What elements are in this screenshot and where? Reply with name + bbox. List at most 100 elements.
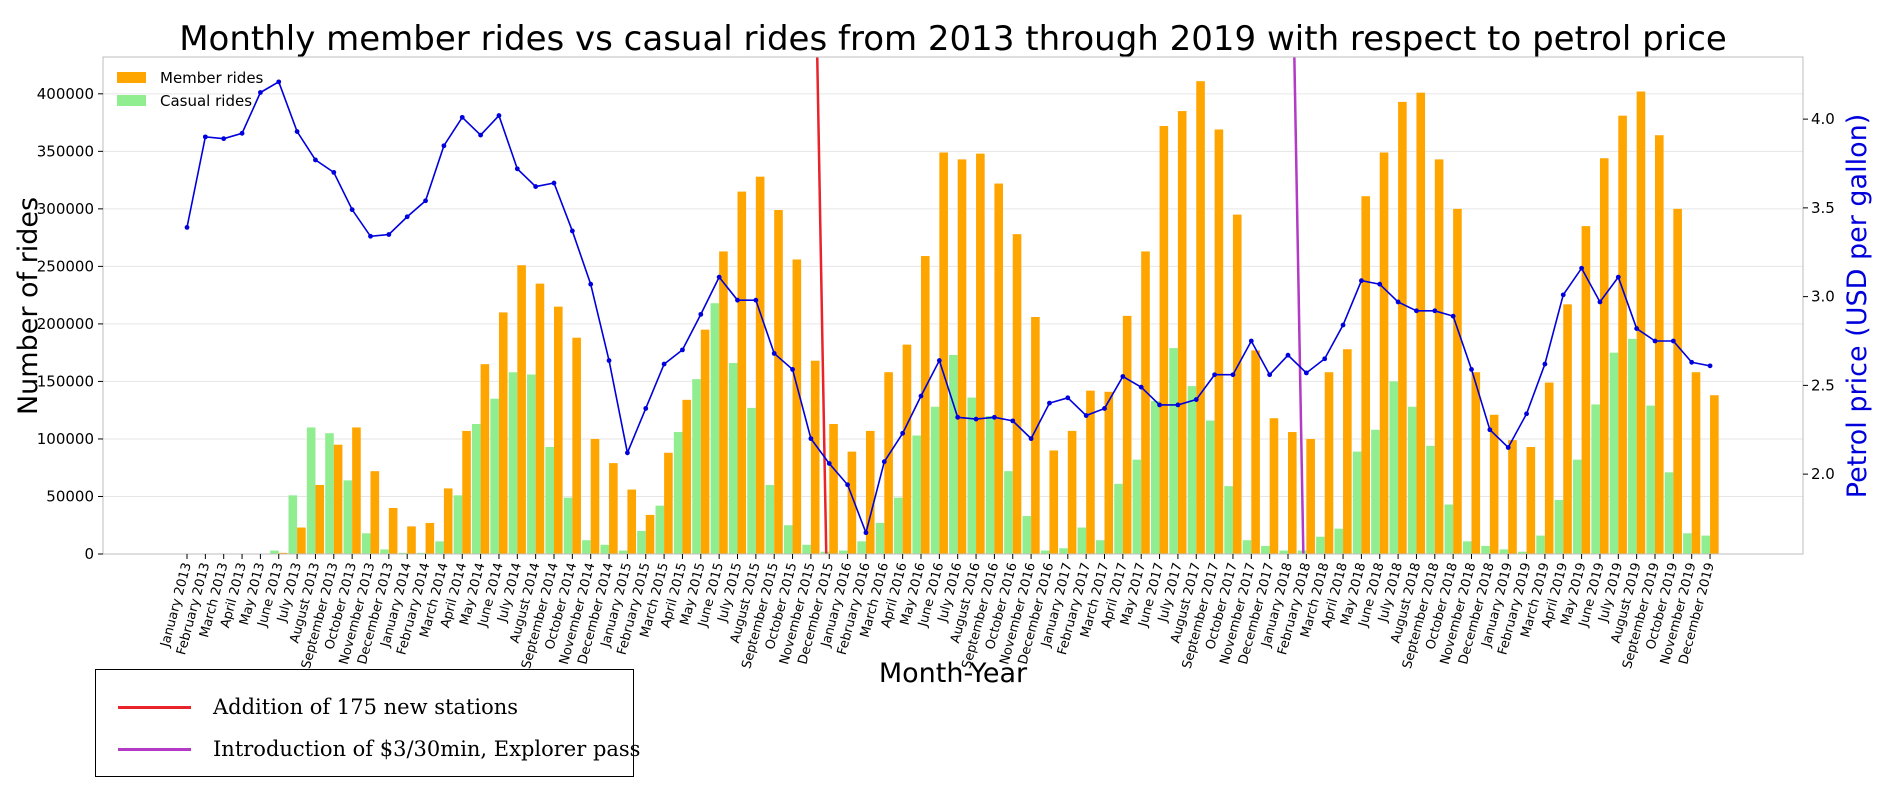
bar-casual bbox=[1609, 352, 1619, 554]
x-axis-label: Month-Year bbox=[879, 658, 1028, 689]
bar-casual bbox=[1389, 381, 1399, 554]
bar-casual bbox=[545, 447, 554, 554]
bar-member bbox=[352, 427, 361, 554]
petrol-price-point bbox=[771, 351, 777, 356]
petrol-price-point bbox=[1560, 292, 1566, 298]
bar-casual bbox=[288, 495, 298, 554]
bar-member bbox=[517, 265, 526, 554]
bar-member bbox=[976, 153, 985, 554]
event-legend-row-stations: Addition of 175 new stations bbox=[96, 692, 518, 722]
bar-casual bbox=[710, 303, 720, 554]
y-tick-label: 150000 bbox=[37, 372, 94, 390]
petrol-price-point bbox=[533, 184, 539, 189]
bar-casual bbox=[398, 552, 408, 554]
bar-member bbox=[1288, 432, 1297, 554]
bar-casual bbox=[453, 495, 463, 554]
bar-casual bbox=[637, 530, 646, 554]
bar-casual bbox=[1352, 451, 1362, 554]
petrol-price-point bbox=[1414, 308, 1419, 314]
petrol-price-point bbox=[936, 358, 942, 363]
petrol-line bbox=[184, 79, 1713, 536]
petrol-price-point bbox=[1597, 299, 1603, 305]
event-line bbox=[816, 56, 828, 555]
event-legend-row-pass: Introduction of $3/30min, Explorer pass bbox=[96, 734, 640, 764]
bar-casual bbox=[563, 497, 573, 554]
bar-member bbox=[1141, 251, 1150, 555]
petrol-price-point bbox=[1487, 427, 1493, 433]
bar-member bbox=[1599, 158, 1609, 555]
petrol-price-point bbox=[404, 214, 410, 220]
petrol-price-point bbox=[1322, 356, 1328, 362]
bar-casual bbox=[343, 480, 353, 554]
bar-casual bbox=[1462, 541, 1472, 554]
bar-casual bbox=[673, 432, 683, 554]
event-legend-swatch-pass bbox=[118, 747, 191, 751]
bar-casual bbox=[1554, 499, 1564, 554]
bar-member bbox=[535, 283, 545, 554]
bar-member bbox=[480, 364, 490, 554]
petrol-price-point bbox=[753, 297, 759, 303]
bar-member bbox=[1416, 92, 1426, 554]
bar-casual bbox=[1206, 420, 1215, 554]
petrol-price-point bbox=[313, 157, 318, 163]
bar-casual bbox=[1573, 459, 1582, 554]
bar-casual bbox=[600, 544, 610, 554]
petrol-price-point bbox=[1285, 352, 1291, 358]
bar-casual bbox=[783, 525, 793, 554]
bar-member bbox=[590, 438, 600, 554]
petrol-price-point bbox=[680, 347, 685, 353]
bar-member bbox=[755, 176, 765, 555]
petrol-price-point bbox=[221, 136, 227, 142]
bar-member bbox=[810, 360, 820, 554]
y2-tick-label: 3.0 bbox=[1811, 288, 1835, 306]
bar-casual bbox=[325, 433, 334, 554]
bars bbox=[270, 81, 1719, 555]
petrol-price-point bbox=[735, 297, 740, 303]
bar-casual bbox=[912, 435, 921, 554]
petrol-price-point bbox=[900, 430, 906, 436]
bar-casual bbox=[857, 541, 866, 554]
petrol-price-line bbox=[186, 80, 1711, 536]
bar-casual bbox=[1095, 540, 1105, 554]
bar-member bbox=[664, 452, 673, 554]
bar-casual bbox=[1279, 550, 1288, 554]
bar-casual bbox=[490, 398, 499, 554]
petrol-price-point bbox=[863, 530, 869, 536]
petrol-price-point bbox=[1138, 384, 1144, 390]
legend-label-member: Member rides bbox=[160, 69, 264, 87]
event-line bbox=[1293, 56, 1305, 555]
petrol-price-point bbox=[1340, 322, 1346, 328]
bar-member bbox=[1159, 126, 1169, 555]
bar-casual bbox=[802, 544, 811, 554]
legend-swatch-casual bbox=[117, 95, 146, 106]
y-tick-label: 350000 bbox=[37, 142, 94, 160]
bar-casual bbox=[435, 541, 444, 554]
petrol-price-point bbox=[294, 129, 300, 134]
petrol-price-point bbox=[588, 281, 594, 287]
bar-casual bbox=[472, 423, 481, 554]
bar-member bbox=[774, 210, 783, 554]
bar-casual bbox=[1591, 404, 1600, 554]
bar-casual bbox=[1628, 338, 1637, 554]
petrol-price-point bbox=[368, 233, 373, 239]
petrol-price-point bbox=[1689, 359, 1695, 365]
bar-member bbox=[939, 152, 948, 555]
event-legend-label-stations: Addition of 175 new stations bbox=[213, 695, 519, 719]
bar-member bbox=[921, 256, 930, 554]
bar-member bbox=[1453, 208, 1462, 554]
bar-casual bbox=[1444, 504, 1454, 554]
bar-casual bbox=[361, 533, 371, 554]
petrol-price-point bbox=[1157, 402, 1162, 408]
bar-member bbox=[1655, 135, 1664, 554]
bar-member bbox=[1177, 111, 1187, 554]
bar-member bbox=[957, 159, 967, 554]
petrol-price-point bbox=[606, 358, 612, 363]
bar-casual bbox=[1334, 528, 1344, 554]
petrol-price-point bbox=[496, 113, 502, 118]
petrol-price-point bbox=[790, 367, 795, 372]
petrol-price-point bbox=[1359, 278, 1364, 284]
bar-casual bbox=[1297, 550, 1307, 554]
bar-member bbox=[1031, 317, 1040, 554]
petrol-price-point bbox=[992, 414, 997, 420]
petrol-price-point bbox=[918, 393, 924, 399]
